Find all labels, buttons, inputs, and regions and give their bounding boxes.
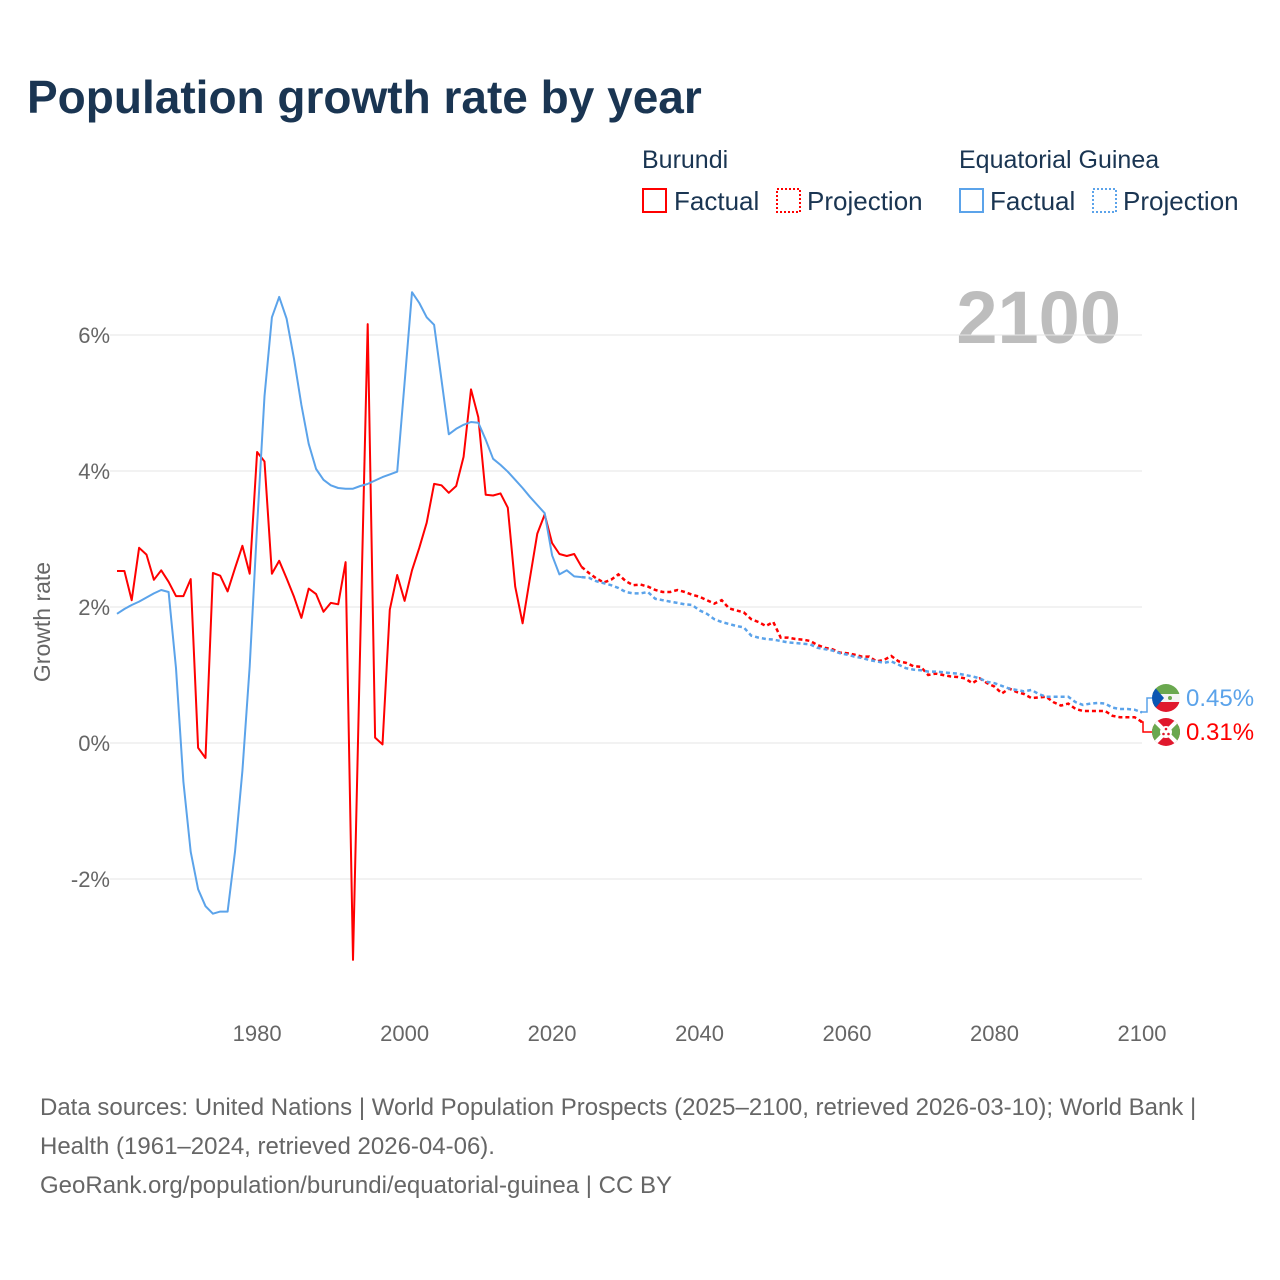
data-sources: Data sources: United Nations | World Pop… (40, 1094, 1197, 1160)
y-tick-label: 0% (78, 731, 110, 756)
burundi-flag-icon (1152, 718, 1180, 746)
legend-eq-guinea-projection-label[interactable]: Projection (1123, 186, 1239, 216)
end-markers: 0.45% 0.31% (1140, 684, 1254, 746)
chart-title: Population growth rate by year (27, 71, 702, 123)
x-tick-label: 2000 (380, 1021, 429, 1046)
y-tick-labels: -2% 0% 2% 4% 6% (71, 323, 110, 892)
burundi-connector (1140, 721, 1152, 733)
x-tick-label: 2100 (1118, 1021, 1167, 1046)
x-tick-label: 2060 (823, 1021, 872, 1046)
legend: Burundi Factual Projection Equatorial Gu… (642, 146, 1239, 216)
burundi-end-value: 0.31% (1186, 719, 1254, 746)
legend-eq-guinea-factual-swatch (959, 188, 984, 213)
year-display: 2100 (956, 276, 1121, 359)
eq-guinea-end-value: 0.45% (1186, 685, 1254, 712)
x-tick-label: 2020 (528, 1021, 577, 1046)
y-tick-label: 4% (78, 459, 110, 484)
legend-burundi-heading: Burundi (642, 146, 728, 174)
legend-burundi-factual-swatch (642, 188, 667, 213)
burundi-factual-line (117, 323, 583, 961)
x-tick-labels: 1980 2000 2020 2040 2060 2080 2100 (233, 1021, 1167, 1046)
y-tick-label: 6% (78, 323, 110, 348)
legend-burundi-factual-label[interactable]: Factual (674, 186, 759, 216)
equatorial-guinea-projection-line (581, 575, 1143, 714)
burundi-projection-line (580, 565, 1143, 723)
legend-eq-guinea-heading: Equatorial Guinea (959, 146, 1159, 174)
legend-eq-guinea-factual-label[interactable]: Factual (990, 186, 1075, 216)
equatorial-guinea-factual-line (116, 291, 582, 915)
eq-guinea-connector (1140, 697, 1152, 713)
credit-link[interactable]: GeoRank.org/population/burundi/equatoria… (40, 1172, 672, 1199)
y-axis-label: Growth rate (29, 562, 55, 682)
eq-guinea-flag-icon (1152, 684, 1180, 712)
legend-burundi-projection-swatch (776, 188, 801, 213)
x-tick-label: 2080 (970, 1021, 1019, 1046)
legend-eq-guinea-projection-swatch (1092, 188, 1117, 213)
footer: Data sources: United Nations | World Pop… (40, 1088, 1240, 1205)
legend-burundi-projection-label[interactable]: Projection (807, 186, 923, 216)
series-lines (116, 291, 1143, 961)
gridlines (110, 334, 1142, 880)
x-tick-label: 2040 (675, 1021, 724, 1046)
x-tick-label: 1980 (233, 1021, 282, 1046)
y-tick-label: -2% (71, 867, 110, 892)
y-tick-label: 2% (78, 595, 110, 620)
